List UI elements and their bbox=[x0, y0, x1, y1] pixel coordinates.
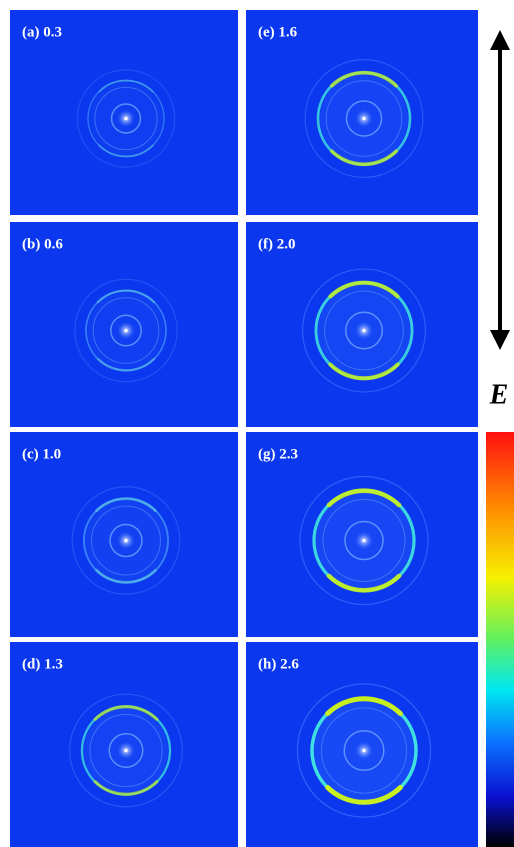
center-spot bbox=[124, 539, 127, 542]
center-spot bbox=[362, 117, 365, 120]
panel: (d) 1.3 bbox=[10, 642, 238, 847]
panel-label: (a) 0.3 bbox=[22, 24, 62, 40]
center-spot bbox=[124, 117, 127, 120]
figure: (a) 0.3 (e) 1.6 (b) 0.6 (f) 2.0 (c) 1.0 (g) 2… bbox=[0, 0, 514, 847]
field-label: E bbox=[489, 379, 509, 410]
center-spot bbox=[124, 329, 127, 332]
panel: (f) 2.0 bbox=[246, 222, 478, 427]
panel: (e) 1.6 bbox=[246, 10, 478, 215]
panel-label: (h) 2.6 bbox=[258, 656, 299, 672]
panel: (h) 2.6 bbox=[246, 642, 478, 847]
panel-grid: (a) 0.3 (e) 1.6 (b) 0.6 (f) 2.0 (c) 1.0 (g) 2… bbox=[10, 10, 478, 847]
center-spot bbox=[362, 539, 365, 542]
panel: (g) 2.3 bbox=[246, 432, 478, 637]
panel-label: (f) 2.0 bbox=[258, 236, 296, 252]
panel-label: (e) 1.6 bbox=[258, 24, 298, 40]
center-spot bbox=[124, 749, 127, 752]
center-spot bbox=[362, 749, 365, 752]
panel-label: (d) 1.3 bbox=[22, 656, 63, 672]
panel-label: (c) 1.0 bbox=[22, 446, 61, 462]
panel: (c) 1.0 bbox=[10, 432, 238, 637]
center-spot bbox=[362, 329, 365, 332]
colorbar bbox=[486, 432, 514, 847]
panel: (a) 0.3 bbox=[10, 10, 238, 215]
panel-label: (b) 0.6 bbox=[22, 236, 63, 252]
panel-label: (g) 2.3 bbox=[258, 446, 298, 462]
panel: (b) 0.6 bbox=[10, 222, 238, 427]
